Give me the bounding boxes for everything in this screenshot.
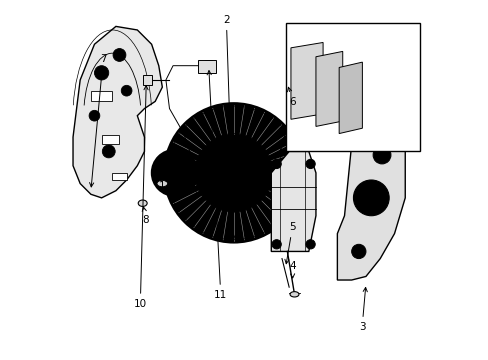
- Circle shape: [205, 155, 212, 162]
- Text: 10: 10: [134, 86, 148, 309]
- Text: 3: 3: [358, 287, 366, 332]
- Circle shape: [205, 184, 212, 191]
- Circle shape: [151, 150, 198, 196]
- Circle shape: [254, 155, 262, 162]
- Text: 7: 7: [89, 54, 106, 187]
- Circle shape: [351, 244, 365, 258]
- PathPatch shape: [290, 42, 323, 119]
- Circle shape: [94, 66, 108, 80]
- Bar: [91, 91, 112, 102]
- Circle shape: [164, 181, 169, 186]
- PathPatch shape: [337, 109, 405, 280]
- Circle shape: [185, 166, 190, 171]
- Circle shape: [271, 240, 281, 249]
- Circle shape: [157, 156, 192, 190]
- PathPatch shape: [339, 62, 362, 134]
- Text: 5: 5: [285, 222, 295, 264]
- Circle shape: [196, 135, 271, 210]
- PathPatch shape: [73, 26, 162, 198]
- PathPatch shape: [271, 152, 315, 251]
- Circle shape: [305, 159, 315, 168]
- Text: 2: 2: [223, 15, 235, 239]
- Circle shape: [170, 168, 179, 177]
- Circle shape: [372, 123, 386, 137]
- Ellipse shape: [138, 200, 147, 206]
- Text: 8: 8: [142, 207, 149, 225]
- Text: 6: 6: [287, 87, 295, 107]
- Bar: [285, 23, 419, 152]
- Circle shape: [360, 187, 381, 208]
- Circle shape: [172, 157, 177, 162]
- Circle shape: [353, 180, 388, 216]
- Circle shape: [159, 166, 164, 171]
- Text: 9: 9: [168, 145, 178, 180]
- Bar: [102, 135, 119, 144]
- Circle shape: [89, 111, 100, 121]
- Text: 1: 1: [159, 180, 170, 191]
- Circle shape: [254, 184, 262, 191]
- Circle shape: [305, 240, 315, 249]
- Circle shape: [113, 49, 125, 62]
- Ellipse shape: [289, 292, 298, 297]
- Circle shape: [230, 141, 237, 148]
- Circle shape: [271, 159, 281, 168]
- Circle shape: [372, 146, 390, 164]
- Circle shape: [224, 164, 242, 182]
- Text: 11: 11: [207, 71, 227, 300]
- Circle shape: [102, 145, 115, 158]
- Circle shape: [121, 85, 132, 96]
- PathPatch shape: [315, 51, 342, 126]
- Bar: [142, 75, 151, 85]
- Circle shape: [180, 181, 185, 186]
- Circle shape: [335, 132, 346, 143]
- Ellipse shape: [157, 180, 167, 187]
- Circle shape: [164, 103, 303, 243]
- Bar: [112, 173, 126, 180]
- Bar: [198, 60, 216, 73]
- Circle shape: [140, 201, 145, 206]
- Circle shape: [230, 198, 237, 205]
- Circle shape: [214, 153, 253, 193]
- Text: 4: 4: [288, 261, 295, 278]
- Circle shape: [164, 162, 185, 183]
